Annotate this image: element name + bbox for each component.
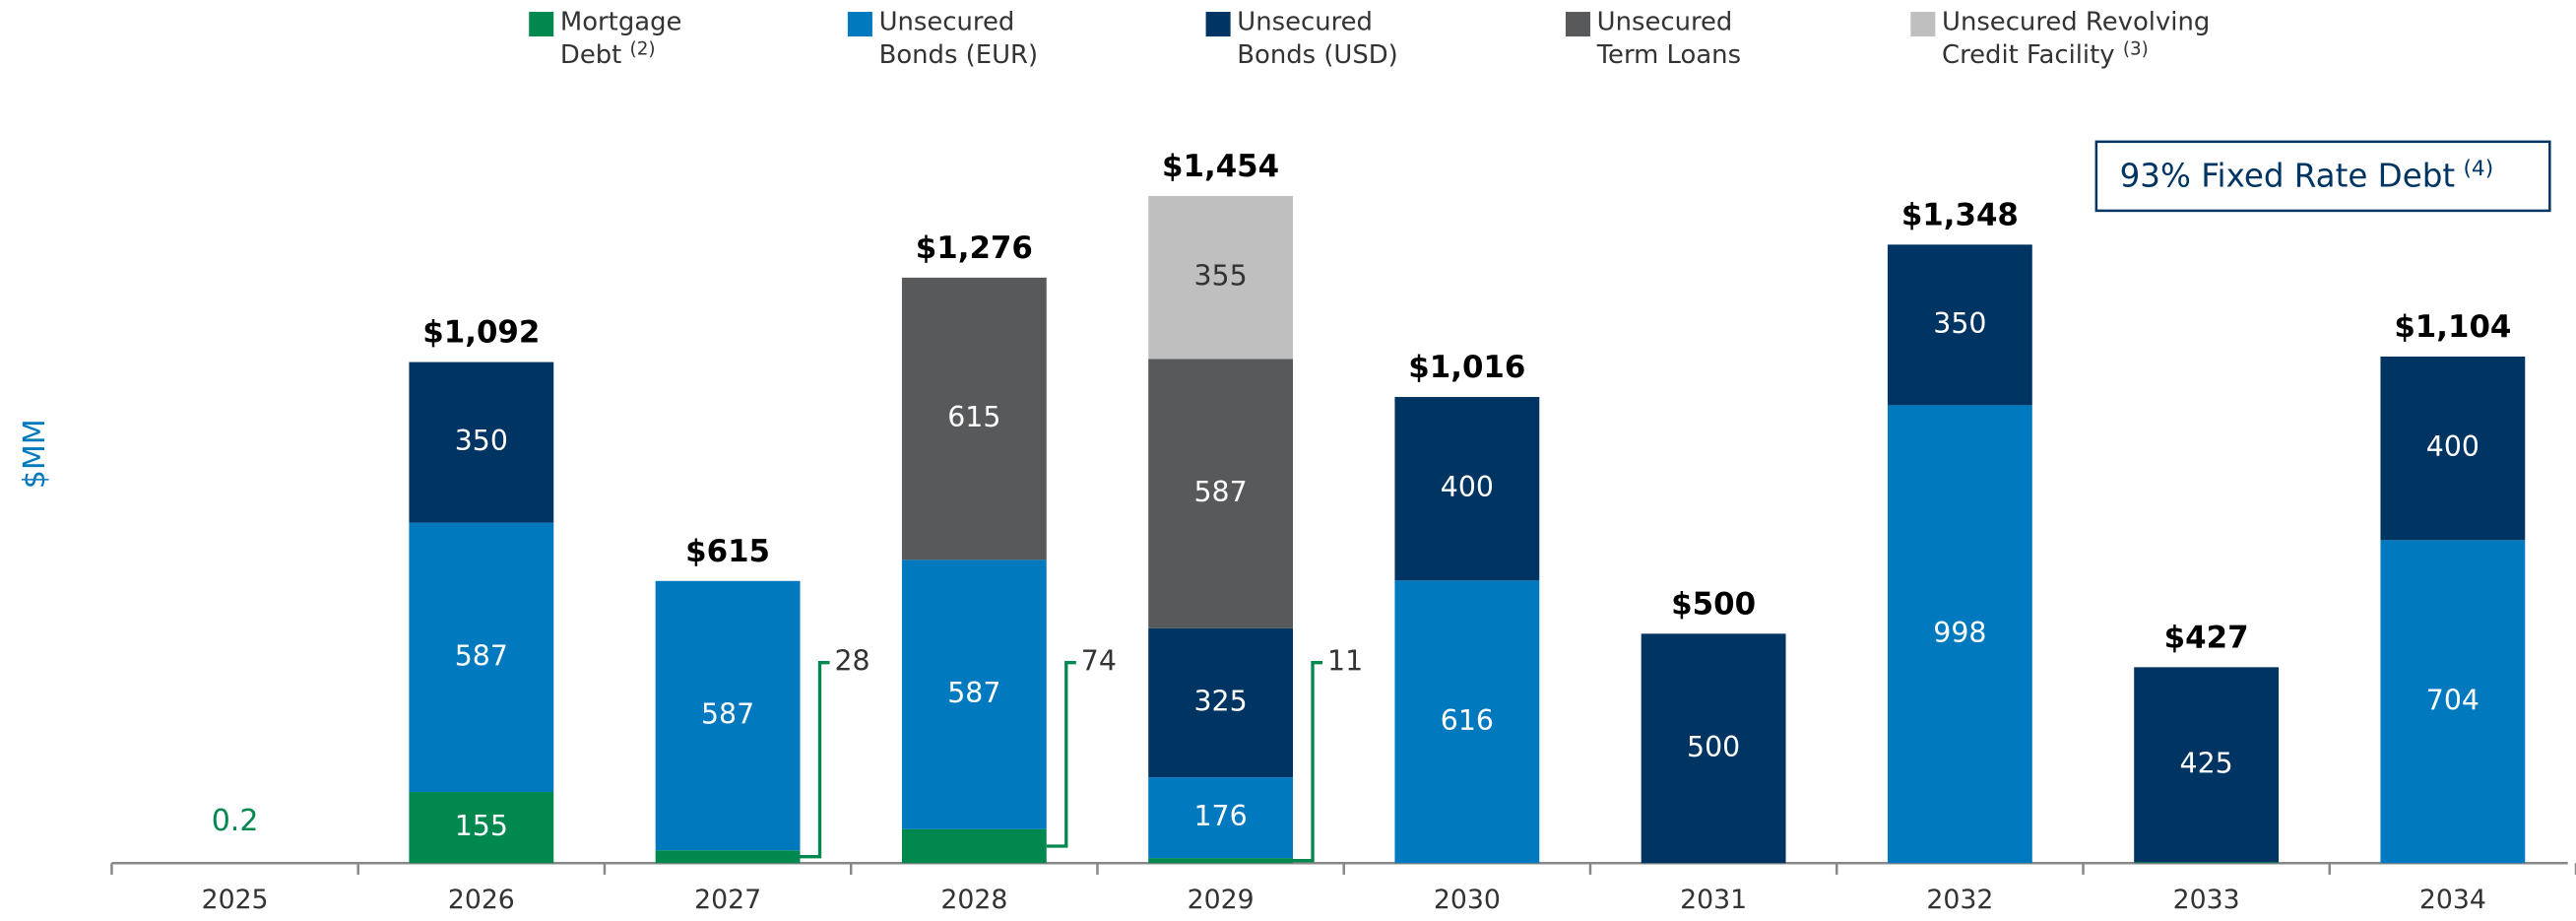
annotation-box [2094,140,2551,213]
legend-swatch [1205,12,1231,37]
legend-swatch [1565,12,1590,37]
legend-entry: Unsecured Term Loans [1597,5,1794,71]
callout-bracket [1293,661,1323,863]
legend-text: Unsecured Revolving Credit Facility [1942,7,2211,70]
annotation-note: (4) [2463,157,2493,181]
value-label: 350 [1933,307,1986,340]
legend-entry: Mortgage Debt (2) [560,5,708,71]
legend-note: (2) [629,37,656,60]
bar-segment [655,850,801,864]
value-label: 325 [1194,685,1248,717]
value-label: 998 [1933,617,1986,649]
x-tick-label: 2031 [1680,885,1747,915]
value-label: 616 [1441,704,1494,737]
legend-label: Unsecured Bonds (USD) [1237,5,1418,71]
value-label: 587 [701,697,754,730]
x-tick-label: 2025 [202,885,269,915]
legend-label: Unsecured Revolving Credit Facility (3) [1942,5,2222,71]
bar-segment [1394,580,1540,864]
bar-segment [1148,195,1294,360]
bar-segment [2380,356,2526,541]
bar-segment [1148,359,1294,628]
annotation: 93% Fixed Rate Debt (4) [2120,157,2494,194]
total-label: $1,104 [2394,309,2511,345]
bar-segment [409,792,554,864]
legend-swatch [847,12,872,37]
legend-note: (3) [2122,37,2149,60]
bar-segment [1148,627,1294,778]
legend-text: Unsecured Bonds (EUR) [878,7,1039,70]
legend-label: Unsecured Term Loans [1597,5,1794,71]
value-label: 355 [1194,260,1248,293]
value-label: 400 [1441,471,1494,503]
total-label: $615 [685,534,770,569]
value-label: 350 [455,425,508,457]
total-label: $1,092 [422,315,540,351]
bar-segment [901,277,1047,560]
bar-segment [2380,540,2526,864]
value-label: 615 [947,401,1000,433]
bar-segment [409,522,554,793]
legend-entry: Unsecured Bonds (EUR) [879,5,1076,71]
callout-bracket [1046,661,1076,848]
bar-segment [901,559,1047,829]
value-label: 11 [1327,645,1363,678]
value-label: 500 [1687,731,1740,763]
legend-text: Unsecured Term Loans [1596,7,1742,70]
x-tick-label: 2027 [694,885,761,915]
legend-text: Mortgage Debt [559,7,682,70]
value-label: 425 [2180,747,2233,779]
value-label: 587 [455,639,508,672]
bar-segment [2134,862,2280,864]
x-tick-label: 2034 [2419,885,2486,915]
annotation-text: 93% Fixed Rate Debt [2120,158,2456,195]
legend-swatch [529,12,554,37]
legend-entry: Unsecured Revolving Credit Facility (3) [1942,5,2222,71]
bar-segment [1641,633,1786,864]
value-label: 587 [1194,476,1248,508]
legend-swatch [1910,12,1936,37]
bar-segment [1887,244,2032,406]
legend-label: Mortgage Debt (2) [560,5,708,71]
total-label: $1,348 [1901,197,2019,232]
value-label: 155 [455,810,508,842]
x-tick-label: 2028 [940,885,1007,915]
value-label: 704 [2426,684,2479,716]
legend-label: Unsecured Bonds (EUR) [879,5,1076,71]
total-label: $500 [1671,586,1756,622]
value-label: 74 [1081,645,1117,678]
y-axis-label: $MM [18,419,52,489]
bar-segment [2134,667,2280,863]
total-label: $427 [2164,620,2249,655]
legend-text: Unsecured Bonds (USD) [1237,7,1398,70]
value-label: 0.2 [212,804,259,838]
bar-segment [655,580,801,851]
x-tick-label: 2032 [1926,885,1993,915]
value-label: 587 [947,677,1000,709]
bar-segment [1394,396,1540,581]
bar-segment [409,362,554,523]
total-label: $1,016 [1408,350,1525,385]
bar-segment [1887,405,2032,864]
total-label: $1,276 [916,230,1033,266]
x-tick-label: 2026 [448,885,515,915]
bar-segment [1148,858,1294,864]
value-label: 28 [835,645,870,678]
x-tick-label: 2029 [1188,885,1255,915]
x-tick-label: 2033 [2173,885,2240,915]
legend-entry: Unsecured Bonds (USD) [1237,5,1418,71]
value-label: 400 [2426,430,2479,463]
bar-segment [1148,777,1294,859]
x-tick-label: 2030 [1434,885,1501,915]
callout-bracket [800,661,830,859]
total-label: $1,454 [1162,149,1279,184]
value-label: 176 [1194,800,1248,832]
bar-segment [901,828,1047,864]
